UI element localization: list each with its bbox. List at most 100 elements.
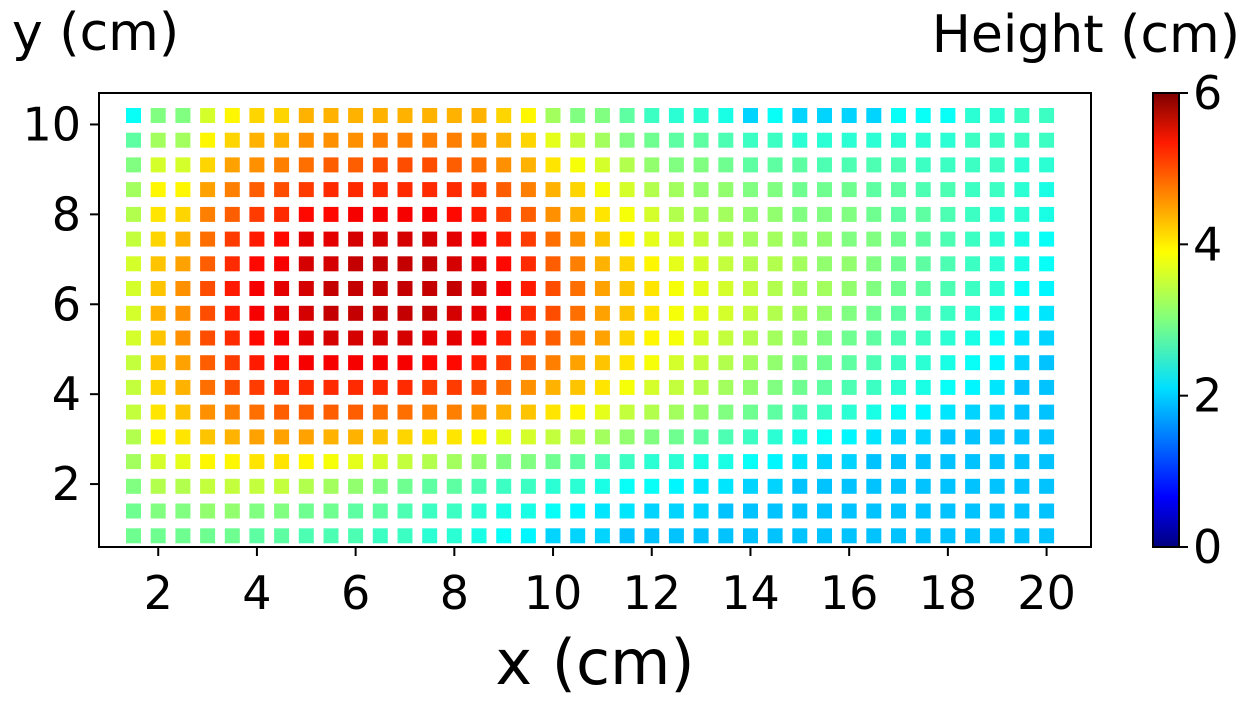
data-cell [520,206,536,222]
data-cell [619,355,635,371]
data-cell [224,503,240,519]
data-cell [422,182,438,198]
data-cell [274,231,290,247]
data-cell [520,404,536,420]
data-cell [644,429,660,445]
data-cell [422,454,438,470]
data-cell [570,454,586,470]
data-cell [891,330,906,346]
data-cell [668,281,684,296]
data-cell [792,330,808,346]
data-cell [545,132,561,148]
data-cell [298,429,314,445]
data-cell [767,182,783,198]
data-cell [274,132,290,148]
data-cell [743,528,758,544]
data-cell [594,478,610,494]
data-cell [891,256,906,272]
data-cell [644,231,660,247]
data-cell [224,330,240,346]
data-cell [792,454,808,470]
data-cell [397,281,413,296]
data-cell [200,503,216,519]
data-cell [372,454,388,470]
data-cell [175,478,191,494]
data-cell [570,281,586,296]
data-cell [915,132,931,148]
data-cell [471,182,487,198]
data-cell [668,379,684,395]
data-cell [743,379,758,395]
data-cell [866,206,882,222]
data-cell [348,206,364,222]
data-cell [323,528,339,544]
data-cell [767,281,783,296]
data-cell [1014,182,1030,198]
data-cell [891,429,906,445]
data-cell [372,108,388,123]
data-cell [817,528,832,544]
x-tick-label: 4 [242,566,271,620]
data-cell [817,231,832,247]
data-cell [175,132,191,148]
data-cell [471,206,487,222]
data-cell [619,528,635,544]
y-axis-ticks: 2 4 6 8 10 [22,97,99,511]
data-cell [891,157,906,173]
data-cell [1039,528,1055,544]
data-cell [323,182,339,198]
data-cell [348,379,364,395]
data-cell [817,429,832,445]
data-cell [422,108,438,123]
data-cell [817,256,832,272]
data-cell [175,231,191,247]
data-cell [743,231,758,247]
data-cell [520,429,536,445]
data-cell [594,454,610,470]
data-cell [397,330,413,346]
data-cell [668,305,684,321]
data-cell [471,429,487,445]
data-cell [989,157,1005,173]
data-cell [1014,206,1030,222]
data-cell [348,157,364,173]
data-cell [520,182,536,198]
data-cell [891,206,906,222]
data-cell [422,132,438,148]
data-cell [274,528,290,544]
data-cell [175,305,191,321]
data-cell [866,305,882,321]
data-cell [249,478,265,494]
data-cell [175,108,191,123]
data-cell [348,281,364,296]
data-cell [150,305,166,321]
data-cell [274,429,290,445]
data-cell [570,256,586,272]
data-cell [594,157,610,173]
data-cell [274,305,290,321]
data-cell [1039,132,1055,148]
data-cell [274,454,290,470]
data-cell [471,157,487,173]
data-cell [274,182,290,198]
data-cell [915,256,931,272]
data-cell [200,379,216,395]
data-cell [891,182,906,198]
data-cell [989,182,1005,198]
data-cell [224,429,240,445]
x-axis-label: x (cm) [495,626,694,699]
data-cell [249,454,265,470]
data-cell [767,256,783,272]
data-cell [940,528,956,544]
data-cell [619,305,635,321]
data-cell [619,231,635,247]
data-cell [150,330,166,346]
data-cell [422,330,438,346]
data-cell [841,379,857,395]
data-cell [767,305,783,321]
data-cell [866,355,882,371]
data-cell [570,429,586,445]
data-cell [644,478,660,494]
data-cell [570,108,586,123]
data-cell [422,429,438,445]
